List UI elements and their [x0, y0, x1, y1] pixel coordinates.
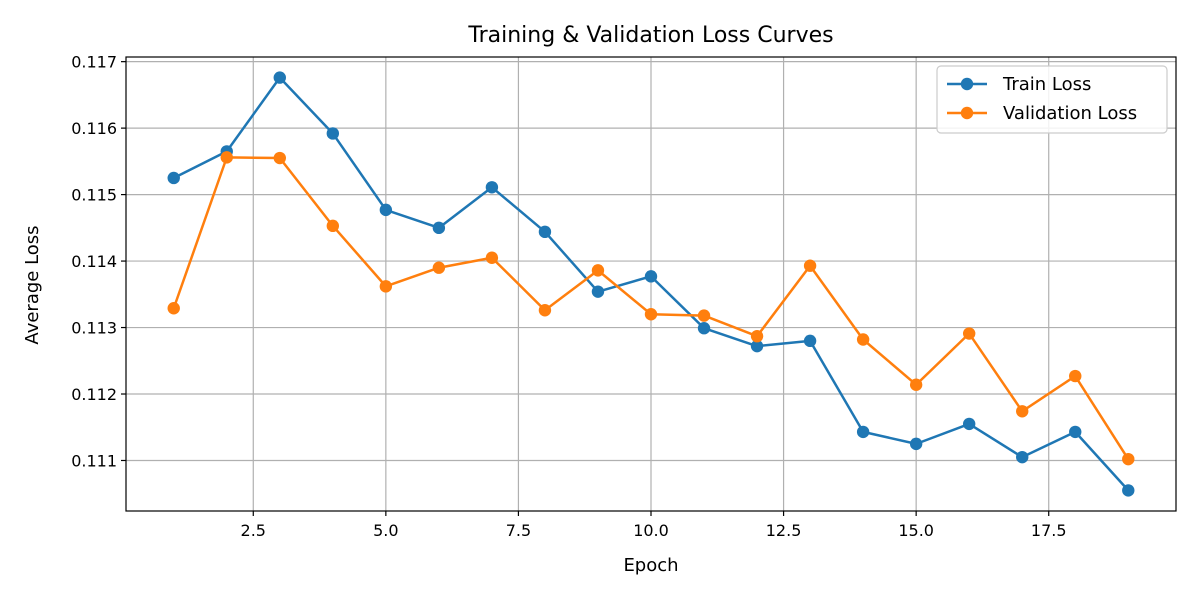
train-loss-point — [962, 417, 976, 431]
train-loss-point — [379, 203, 393, 217]
validation-loss-point — [326, 219, 340, 233]
validation-loss-point — [750, 329, 764, 343]
validation-loss-legend-label: Validation Loss — [1003, 103, 1137, 124]
y-axis-ticks: 0.111 0.112 0.113 0.114 0.115 0.116 0.117 — [71, 53, 126, 470]
x-tick-label: 12.5 — [766, 521, 802, 540]
train-loss-point — [273, 71, 286, 84]
train-loss-point — [750, 339, 764, 353]
x-tick-label: 2.5 — [241, 521, 266, 540]
train-loss-point — [432, 221, 446, 235]
validation-loss-point — [1016, 405, 1029, 418]
legend-box — [936, 65, 1168, 134]
train-loss-point — [803, 334, 817, 348]
validation-loss-point — [591, 264, 605, 277]
x-axis-ticks: 2.5 5.0 7.5 10.0 12.5 15.0 17.5 — [241, 511, 1067, 540]
y-tick-label: 0.111 — [71, 451, 117, 470]
train-loss-point — [167, 171, 180, 185]
validation-loss-point — [803, 259, 817, 272]
y-tick-label: 0.116 — [71, 119, 117, 138]
validation-loss-point — [432, 261, 446, 274]
train-loss-legend-marker — [960, 77, 974, 91]
y-tick-label: 0.117 — [71, 53, 117, 72]
validation-loss-legend-marker — [960, 106, 974, 120]
train-loss-point — [591, 285, 605, 298]
train-loss-point — [1016, 450, 1029, 464]
train-loss-point — [326, 127, 340, 140]
validation-loss-point — [538, 304, 552, 317]
x-tick-label: 15.0 — [898, 521, 934, 540]
validation-loss-point — [1122, 452, 1135, 466]
train-loss-legend-label: Train Loss — [1002, 74, 1091, 95]
y-tick-label: 0.115 — [71, 186, 117, 205]
x-axis-label: Epoch — [623, 555, 678, 576]
validation-loss-series — [167, 151, 1135, 466]
y-tick-label: 0.114 — [71, 252, 117, 271]
validation-loss-point — [485, 251, 499, 264]
y-tick-label: 0.112 — [71, 385, 117, 404]
train-loss-point — [697, 322, 711, 335]
validation-loss-point — [1069, 369, 1082, 383]
validation-loss-point — [167, 302, 180, 315]
validation-loss-point — [962, 327, 976, 340]
train-loss-point — [909, 437, 923, 451]
y-tick-label: 0.113 — [71, 319, 117, 338]
x-tick-label: 10.0 — [633, 521, 669, 540]
x-tick-label: 17.5 — [1031, 521, 1067, 540]
train-loss-point — [1069, 425, 1082, 439]
validation-loss-point — [220, 151, 233, 164]
grid-lines — [126, 57, 1176, 511]
x-tick-label: 7.5 — [506, 521, 531, 540]
train-loss-point — [538, 225, 552, 239]
train-loss-point — [856, 425, 870, 439]
train-loss-point — [644, 270, 658, 283]
y-axis-label: Average Loss — [22, 225, 43, 344]
validation-loss-point — [856, 333, 870, 346]
validation-loss-point — [644, 308, 658, 321]
series-layer — [167, 71, 1135, 497]
x-tick-label: 5.0 — [373, 521, 398, 540]
legend: Train Loss Validation Loss — [936, 65, 1168, 134]
validation-loss-point — [273, 151, 286, 165]
train-loss-series — [167, 71, 1135, 497]
train-loss-point — [1122, 484, 1135, 497]
chart-title: Training & Validation Loss Curves — [467, 23, 833, 48]
validation-loss-point — [379, 280, 393, 293]
validation-loss-point — [909, 378, 923, 391]
train-loss-point — [485, 181, 499, 194]
validation-loss-point — [697, 309, 711, 322]
